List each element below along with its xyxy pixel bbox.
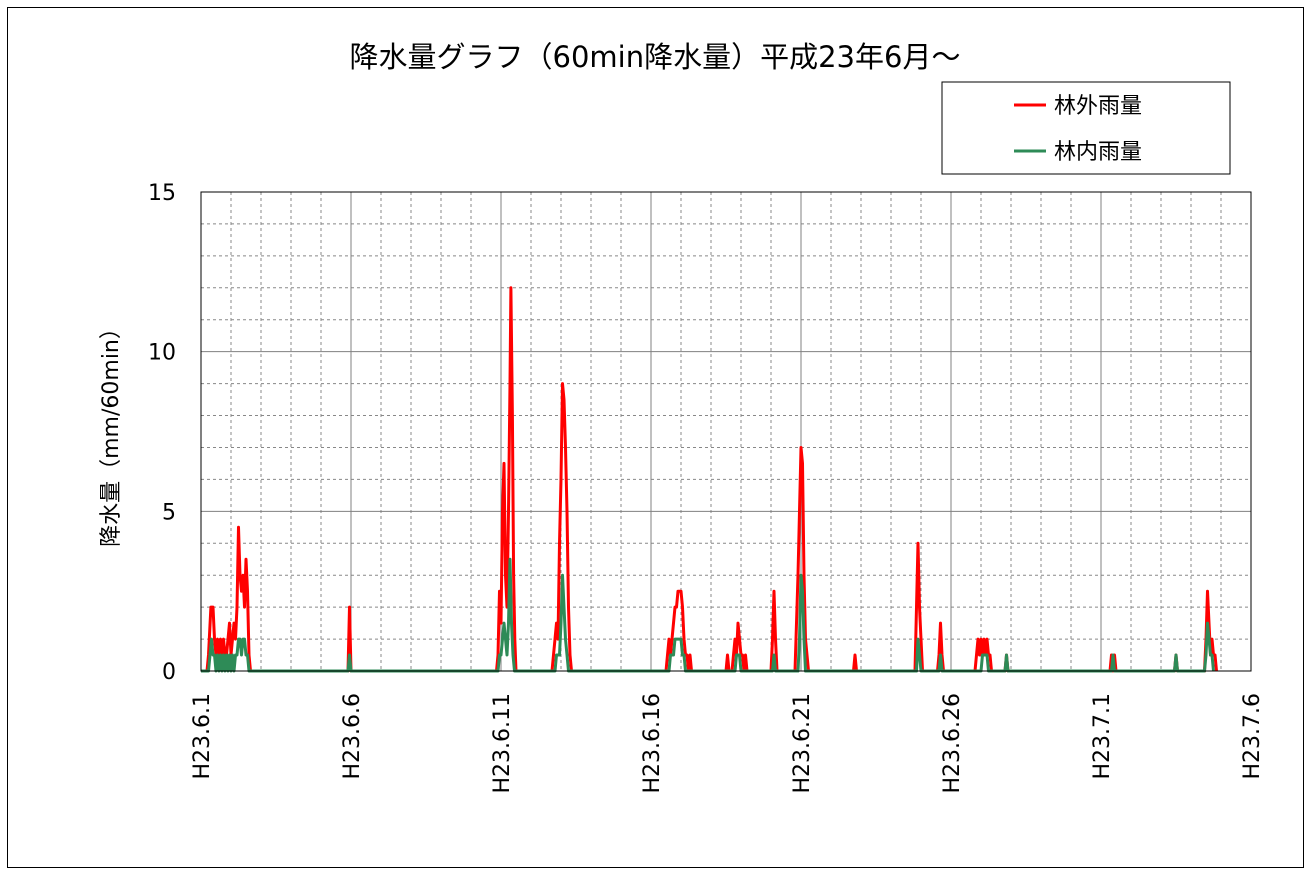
x-tick-label: H23.7.6 (1240, 693, 1265, 780)
x-tick-label: H23.6.26 (940, 693, 965, 794)
x-tick-labels: H23.6.1 H23.6.6 H23.6.11 H23.6.16 H23.6.21 H2… (190, 693, 1265, 794)
legend-box (941, 81, 1231, 175)
y-tick-label: 15 (148, 181, 176, 206)
x-tick-label: H23.6.11 (490, 693, 515, 794)
grid (201, 192, 1251, 671)
x-tick-label: H23.7.1 (1090, 693, 1115, 780)
x-tick-label: H23.6.16 (640, 693, 665, 794)
y-tick-label: 0 (162, 660, 176, 685)
x-tick-label: H23.6.21 (790, 693, 815, 794)
legend-label-inside-rain: 林内雨量 (1054, 140, 1142, 165)
y-tick-label: 5 (162, 500, 176, 525)
x-tick-label: H23.6.1 (190, 693, 215, 780)
chart-title: 降水量グラフ（60min降水量）平成23年6月～ (350, 40, 961, 74)
plot-area-border (200, 191, 1252, 672)
y-tick-labels: 0 5 10 15 (148, 181, 176, 685)
series-line-inside-rain (201, 557, 1215, 673)
y-tick-label: 10 (148, 341, 176, 366)
legend: 林外雨量 林内雨量 (941, 81, 1231, 175)
x-tick-label: H23.6.6 (340, 693, 365, 780)
y-axis-label: 降水量（mm/60min） (99, 317, 124, 547)
legend-label-outside-rain: 林外雨量 (1054, 94, 1142, 119)
